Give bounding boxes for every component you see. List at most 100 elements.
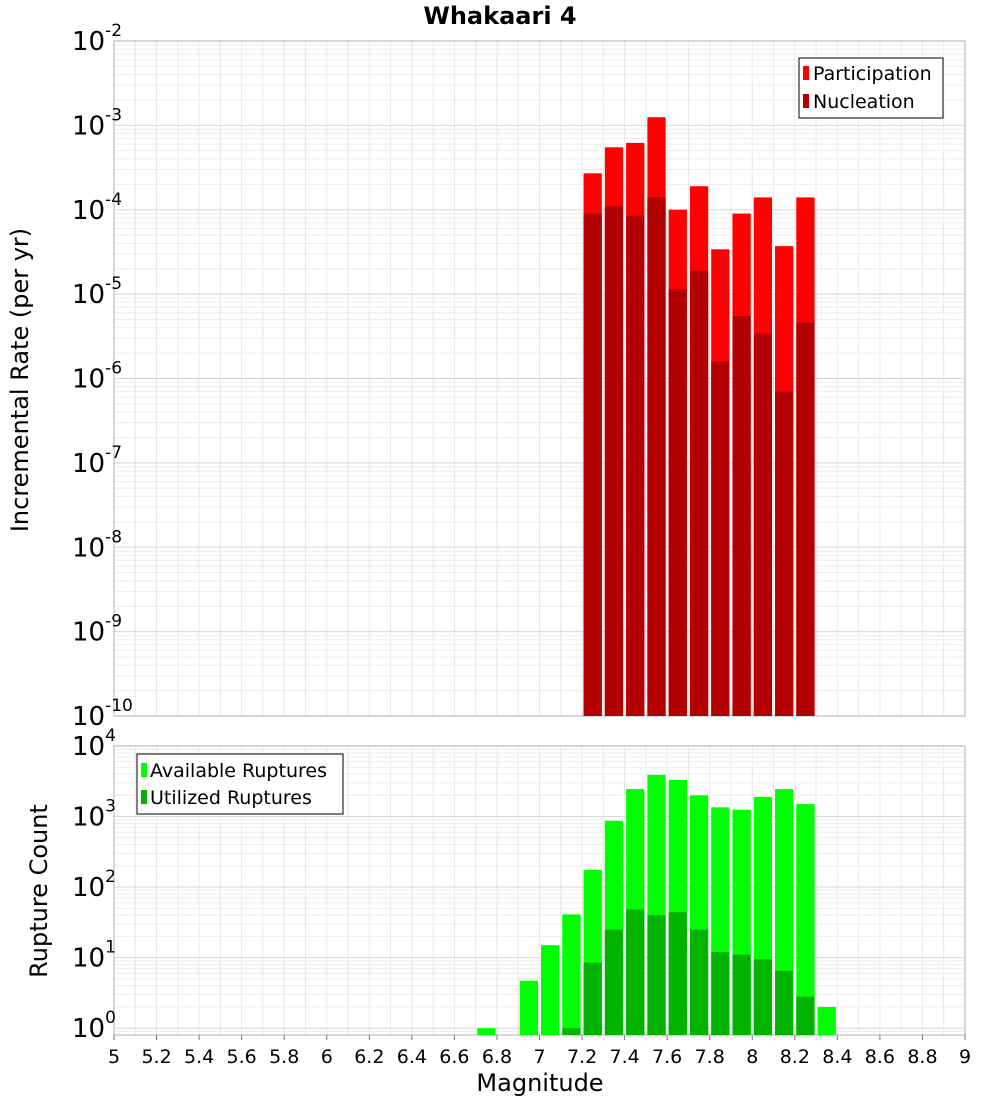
- top-bar-s1: [732, 316, 751, 716]
- top-y-tick-base: 10: [72, 365, 105, 395]
- top-y-tick-label: 10-7: [72, 443, 122, 479]
- bottom-y-axis-label: Rupture Count: [25, 804, 53, 978]
- bottom-y-tick-label: 101: [72, 938, 116, 974]
- top-y-tick-exponent: -10: [105, 696, 133, 716]
- bottom-bar-s1: [753, 959, 773, 1035]
- top-y-tick-label: 10-8: [72, 527, 122, 563]
- top-bar-s1: [753, 333, 773, 716]
- x-tick-label: 6.2: [354, 1046, 384, 1068]
- bottom-y-tick-exponent: 3: [105, 797, 116, 817]
- top-y-tick-label: 10-10: [72, 696, 133, 732]
- bottom-y-tick-base: 10: [72, 803, 105, 833]
- top-y-tick-base: 10: [72, 702, 105, 732]
- x-tick-label: 6.4: [397, 1046, 427, 1068]
- bottom-y-tick-label: 102: [72, 867, 116, 903]
- x-tick-label: 8: [746, 1046, 758, 1068]
- top-y-tick-base: 10: [72, 618, 105, 648]
- bottom-bar-s0: [817, 1006, 836, 1035]
- bottom-y-tick-label: 103: [72, 797, 116, 833]
- legend-label-available-ruptures: Available Ruptures: [150, 760, 327, 782]
- top-y-tick-exponent: -2: [105, 21, 122, 41]
- top-y-tick-label: 10-3: [72, 105, 122, 141]
- top-y-tick-exponent: -6: [105, 359, 122, 379]
- top-bar-s1: [647, 197, 666, 717]
- chart-title: Whakaari 4: [423, 2, 576, 30]
- bottom-y-tick-exponent: 2: [105, 867, 116, 887]
- legend-swatch-utilized-ruptures: [141, 790, 147, 804]
- bottom-legend-box: [136, 753, 344, 815]
- top-y-tick-base: 10: [72, 111, 105, 141]
- top-bar-s1: [583, 213, 602, 717]
- legend-swatch-participation: [803, 66, 809, 80]
- x-tick-label: 6: [321, 1046, 333, 1068]
- bottom-bar-s0: [541, 945, 560, 1035]
- x-tick-label: 5.4: [184, 1046, 214, 1068]
- x-tick-label: 9: [959, 1046, 971, 1068]
- legend-label-utilized-ruptures: Utilized Ruptures: [150, 787, 312, 809]
- bottom-bar-s1: [711, 952, 730, 1035]
- x-tick-label: 8.6: [865, 1046, 895, 1068]
- bottom-bar-s1: [796, 996, 815, 1035]
- top-y-tick-label: 10-4: [72, 190, 122, 226]
- bottom-bar-s1: [647, 915, 666, 1035]
- bottom-bar-s1: [604, 929, 624, 1035]
- x-tick-label: 5.8: [269, 1046, 299, 1068]
- top-y-tick-exponent: -8: [105, 527, 122, 547]
- x-axis-label: Magnitude: [476, 1069, 603, 1097]
- bottom-bar-s1: [668, 912, 687, 1035]
- top-y-tick-exponent: -9: [105, 612, 122, 632]
- legend-label-nucleation: Nucleation: [813, 91, 915, 113]
- top-bar-s1: [689, 270, 709, 716]
- top-bar-s1: [604, 206, 624, 716]
- bottom-bar-s0: [519, 980, 538, 1035]
- top-y-tick-label: 10-2: [72, 21, 122, 57]
- x-tick-label: 5.6: [227, 1046, 257, 1068]
- top-y-tick-exponent: -7: [105, 443, 122, 463]
- top-y-tick-label: 10-5: [72, 274, 122, 310]
- bottom-bar-s1: [562, 1028, 581, 1035]
- bottom-legend: Available Ruptures Utilized Ruptures: [136, 753, 344, 815]
- legend-label-participation: Participation: [813, 63, 932, 85]
- top-bar-s1: [626, 215, 645, 717]
- top-bar-s1: [711, 361, 730, 716]
- x-tick-label: 5: [108, 1046, 120, 1068]
- x-tick-label: 6.8: [482, 1046, 512, 1068]
- x-tick-label: 7.8: [695, 1046, 725, 1068]
- bottom-y-tick-exponent: 4: [105, 726, 116, 746]
- x-tick-label: 8.4: [822, 1046, 852, 1068]
- bottom-y-tick-base: 10: [72, 944, 105, 974]
- bottom-y-tick-base: 10: [72, 732, 105, 762]
- top-legend: Participation Nucleation: [798, 57, 944, 119]
- bottom-bar-s0: [562, 914, 581, 1035]
- bottom-bar-s1: [583, 962, 602, 1035]
- bottom-y-tick-exponent: 1: [105, 938, 116, 958]
- bottom-y-tick-label: 104: [72, 726, 116, 762]
- top-y-tick-base: 10: [72, 196, 105, 226]
- top-bar-s1: [796, 322, 815, 716]
- x-tick-label: 7.4: [609, 1046, 639, 1068]
- bottom-bar-s1: [732, 954, 751, 1035]
- top-legend-box: [798, 57, 944, 119]
- bottom-bar-s1: [689, 929, 709, 1035]
- top-y-tick-base: 10: [72, 449, 105, 479]
- bottom-y-tick-base: 10: [72, 873, 105, 903]
- top-y-tick-exponent: -5: [105, 274, 122, 294]
- x-tick-label: 7.6: [652, 1046, 682, 1068]
- bottom-bar-s1: [626, 909, 645, 1035]
- top-y-axis-label: Incremental Rate (per yr): [6, 228, 34, 532]
- bottom-bar-s0: [796, 804, 815, 1035]
- top-y-tick-exponent: -3: [105, 105, 122, 125]
- bottom-bars: [477, 774, 836, 1035]
- x-tick-label: 5.2: [141, 1046, 171, 1068]
- bottom-y-tick-label: 100: [72, 1008, 116, 1044]
- top-plot-frame: [113, 40, 966, 717]
- top-y-tick-exponent: -4: [105, 190, 122, 210]
- x-tick-label: 8.8: [907, 1046, 937, 1068]
- x-tick-label: 8.2: [780, 1046, 810, 1068]
- bottom-y-tick-exponent: 0: [105, 1008, 116, 1028]
- top-y-tick-base: 10: [72, 27, 105, 57]
- bottom-bar-s0: [477, 1028, 496, 1035]
